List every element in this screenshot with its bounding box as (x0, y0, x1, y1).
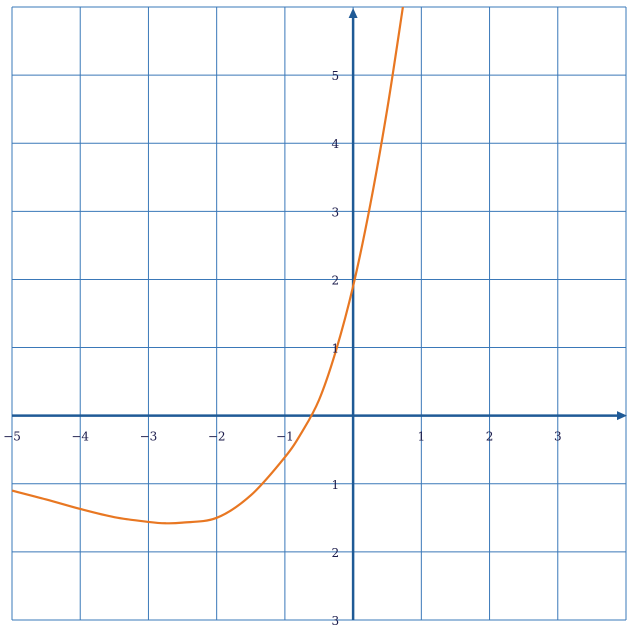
series-line (11, 6, 405, 525)
x-tick-label: −1 (276, 430, 294, 444)
curve-layer (11, 6, 405, 525)
y-tick-label: 1 (331, 342, 339, 356)
y-tick-label: 5 (331, 69, 339, 83)
x-tick-label: 2 (486, 430, 494, 444)
axes (12, 8, 627, 620)
x-axis-arrow (617, 411, 627, 421)
y-tick-label: 3 (331, 614, 339, 627)
y-tick-label: 2 (331, 273, 339, 287)
y-tick-label: 4 (331, 137, 339, 151)
x-tick-label: −4 (71, 430, 89, 444)
x-tick-label: −5 (3, 430, 21, 444)
y-axis-arrow (348, 8, 358, 18)
grid (11, 6, 627, 621)
y-tick-label: 1 (331, 478, 339, 492)
x-tick-label: 1 (418, 430, 426, 444)
x-tick-label: −3 (140, 430, 158, 444)
y-tick-label: 3 (331, 205, 339, 219)
y-tick-label: 2 (331, 546, 339, 560)
x-tick-label: 3 (554, 430, 562, 444)
x-tick-label: −2 (208, 430, 226, 444)
tick-labels: −5 −4 −3 −2 −1 1 2 3 5 4 3 2 1 1 2 3 (3, 69, 561, 627)
